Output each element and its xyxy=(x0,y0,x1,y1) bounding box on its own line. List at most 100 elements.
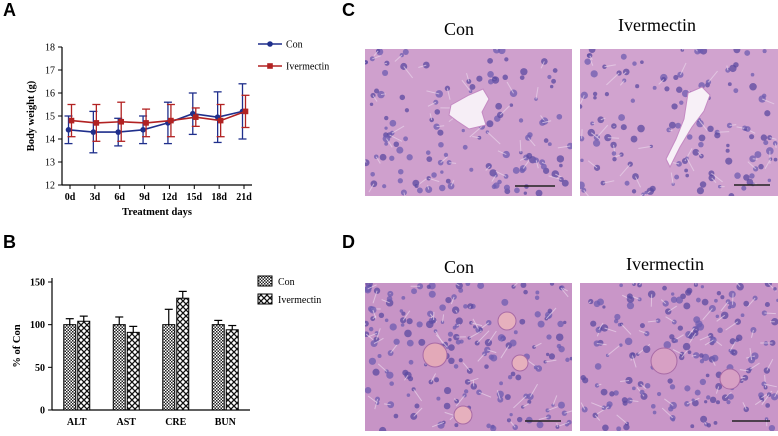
cell-nucleus xyxy=(682,342,691,351)
kidney-micrograph-con xyxy=(365,283,572,431)
sinusoid xyxy=(403,66,414,79)
data-point xyxy=(118,118,125,125)
sinusoid xyxy=(557,421,570,428)
cell-nucleus xyxy=(718,184,722,189)
cell-nucleus xyxy=(400,317,407,324)
cell-nucleus xyxy=(604,92,610,97)
sinusoid xyxy=(717,131,730,133)
cell-nucleus xyxy=(707,125,714,133)
legend-label: Ivermectin xyxy=(278,295,321,306)
sinusoid xyxy=(581,129,583,139)
cell-nucleus xyxy=(443,386,452,395)
cell-nucleus xyxy=(647,290,656,299)
sinusoid xyxy=(591,402,605,409)
cell-nucleus xyxy=(408,359,414,365)
cell-nucleus xyxy=(504,57,509,62)
sinusoid xyxy=(548,175,562,180)
x-tick-label: 21d xyxy=(236,192,252,203)
sinusoid xyxy=(596,343,607,346)
sinusoid xyxy=(602,180,615,184)
cell-nucleus xyxy=(710,336,717,344)
cell-nucleus xyxy=(368,357,377,365)
cell-nucleus xyxy=(630,98,636,103)
bar-con xyxy=(63,324,77,411)
cell-nucleus xyxy=(389,130,395,136)
sinusoid xyxy=(470,322,483,327)
cell-nucleus xyxy=(546,414,552,420)
cell-nucleus xyxy=(698,134,706,142)
sinusoid xyxy=(607,345,620,356)
cell-nucleus xyxy=(451,306,460,314)
bar-con xyxy=(112,324,126,411)
cell-nucleus xyxy=(546,334,552,340)
cell-nucleus xyxy=(435,90,443,98)
sinusoid xyxy=(446,88,451,100)
cell-nucleus xyxy=(543,138,549,143)
cell-nucleus xyxy=(557,320,564,328)
cell-nucleus xyxy=(536,421,544,429)
cell-nucleus xyxy=(773,157,778,162)
cell-nucleus xyxy=(624,180,630,186)
sinusoid xyxy=(769,137,777,140)
cell-nucleus xyxy=(619,152,624,157)
cell-nucleus xyxy=(734,172,741,179)
sinusoid xyxy=(742,402,747,410)
sinusoid xyxy=(535,160,539,169)
cell-nucleus xyxy=(412,179,420,187)
sinusoid xyxy=(455,395,465,407)
cell-nucleus xyxy=(632,173,639,180)
cell-nucleus xyxy=(458,358,463,363)
cell-nucleus xyxy=(646,187,655,195)
cell-nucleus xyxy=(454,323,460,328)
cell-nucleus xyxy=(374,88,380,94)
cell-nucleus xyxy=(451,294,457,300)
bar-con xyxy=(211,324,225,411)
cell-nucleus xyxy=(461,128,465,133)
cell-nucleus xyxy=(384,60,390,66)
cell-nucleus xyxy=(548,353,556,360)
cell-nucleus xyxy=(418,338,426,346)
cell-nucleus xyxy=(692,148,700,156)
cell-nucleus xyxy=(416,321,423,328)
micrograph-d-right-label: Ivermectin xyxy=(626,254,704,274)
sinusoid xyxy=(368,332,377,338)
cell-nucleus xyxy=(686,287,693,294)
cell-nucleus xyxy=(558,345,565,353)
cell-nucleus xyxy=(749,82,757,91)
sinusoid xyxy=(580,402,586,410)
cell-nucleus xyxy=(520,283,527,288)
cell-nucleus xyxy=(465,283,471,287)
cell-nucleus xyxy=(438,141,444,148)
cell-nucleus xyxy=(764,110,771,117)
legend-label: Ivermectin xyxy=(286,62,329,73)
sinusoid xyxy=(699,335,711,341)
cell-nucleus xyxy=(762,49,767,54)
cell-nucleus xyxy=(455,339,461,345)
sinusoid xyxy=(427,101,437,107)
cell-nucleus xyxy=(525,416,533,424)
cell-nucleus xyxy=(596,298,604,306)
cell-nucleus xyxy=(443,402,451,410)
cell-nucleus xyxy=(749,134,755,140)
sinusoid xyxy=(542,120,552,124)
cell-nucleus xyxy=(547,142,552,147)
sinusoid xyxy=(580,95,585,104)
sinusoid xyxy=(394,54,403,62)
cell-nucleus xyxy=(379,153,387,161)
cell-nucleus xyxy=(590,320,597,327)
sinusoid xyxy=(763,383,777,388)
cell-nucleus xyxy=(387,401,395,409)
cell-nucleus xyxy=(563,320,567,325)
cell-nucleus xyxy=(368,326,374,332)
cell-nucleus xyxy=(671,103,678,110)
cell-nucleus xyxy=(683,302,691,310)
sinusoid xyxy=(639,283,642,286)
cell-nucleus xyxy=(375,396,380,402)
sinusoid xyxy=(750,362,760,370)
sinusoid xyxy=(635,176,642,188)
cell-nucleus xyxy=(700,285,705,289)
sinusoid xyxy=(616,414,628,424)
cell-nucleus xyxy=(411,288,418,295)
sinusoid xyxy=(545,359,557,363)
cell-nucleus xyxy=(614,313,621,321)
